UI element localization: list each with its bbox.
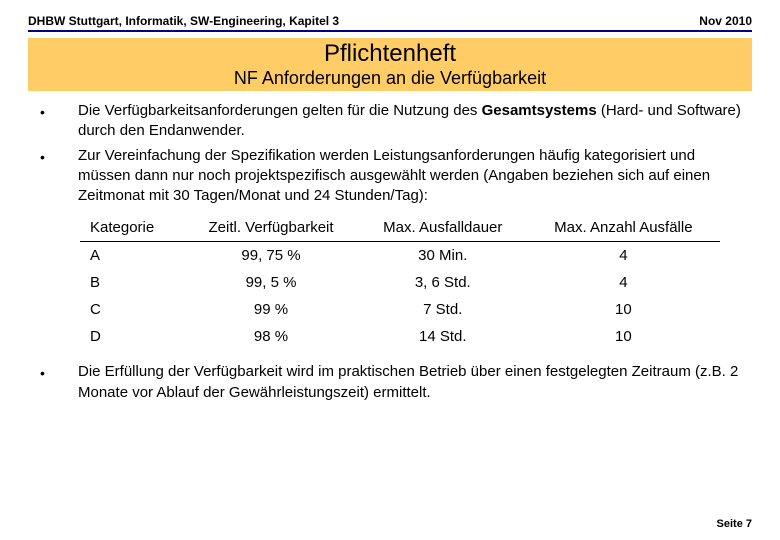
bullet-list-top: • Die Verfügbarkeitsanforderungen gelten… xyxy=(40,101,744,206)
bullet-list-bottom: • Die Erfüllung der Verfügbarkeit wird i… xyxy=(40,362,744,403)
table-header-row: Kategorie Zeitl. Verfügbarkeit Max. Ausf… xyxy=(80,214,720,242)
title-sub: NF Anforderungen an die Verfügbarkeit xyxy=(28,68,752,89)
bullet-marker: • xyxy=(40,101,78,142)
bullet-item: • Die Erfüllung der Verfügbarkeit wird i… xyxy=(40,362,744,403)
bullet-text-1: Zur Vereinfachung der Spezifikation werd… xyxy=(78,146,744,207)
table-row: A 99, 75 % 30 Min. 4 xyxy=(80,242,720,270)
bullet-item: • Zur Vereinfachung der Spezifikation we… xyxy=(40,146,744,207)
bullet-marker: • xyxy=(40,362,78,403)
availability-table: Kategorie Zeitl. Verfügbarkeit Max. Ausf… xyxy=(80,214,720,350)
slide-header: DHBW Stuttgart, Informatik, SW-Engineeri… xyxy=(28,14,752,30)
col-kategorie: Kategorie xyxy=(80,214,183,242)
header-right: Nov 2010 xyxy=(699,14,752,28)
title-block: Pflichtenheft NF Anforderungen an die Ve… xyxy=(28,38,752,91)
col-ausfaelle: Max. Anzahl Ausfälle xyxy=(527,214,720,242)
page-number: Seite 7 xyxy=(717,518,752,530)
table-row: B 99, 5 % 3, 6 Std. 4 xyxy=(80,269,720,296)
header-left: DHBW Stuttgart, Informatik, SW-Engineeri… xyxy=(28,14,339,28)
table-row: D 98 % 14 Std. 10 xyxy=(80,323,720,350)
bullet-item: • Die Verfügbarkeitsanforderungen gelten… xyxy=(40,101,744,142)
col-ausfalldauer: Max. Ausfalldauer xyxy=(359,214,527,242)
bold-word: Gesamtsystems xyxy=(482,102,597,119)
bullet-text-bottom: Die Erfüllung der Verfügbarkeit wird im … xyxy=(78,362,744,403)
header-divider xyxy=(28,30,752,32)
bullet-text-0: Die Verfügbarkeitsanforderungen gelten f… xyxy=(78,101,744,142)
col-verfuegbarkeit: Zeitl. Verfügbarkeit xyxy=(183,214,359,242)
title-main: Pflichtenheft xyxy=(28,40,752,68)
bullet-marker: • xyxy=(40,146,78,207)
table-row: C 99 % 7 Std. 10 xyxy=(80,296,720,323)
